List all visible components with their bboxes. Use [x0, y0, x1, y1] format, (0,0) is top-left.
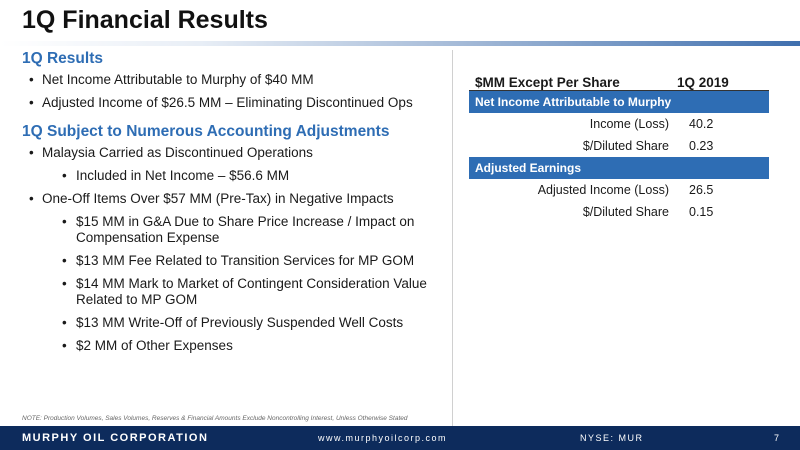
- row-label: Income (Loss): [589, 117, 669, 131]
- row-value: 40.2: [689, 117, 714, 131]
- financial-summary-table: $MM Except Per Share 1Q 2019 Net Income …: [469, 68, 769, 223]
- group-band-net-income: Net Income Attributable to Murphy: [469, 91, 769, 113]
- page-number: 7: [774, 433, 780, 443]
- bullet-item: Adjusted Income of $26.5 MM – Eliminatin…: [22, 95, 452, 111]
- title-underline: [0, 41, 800, 46]
- website-url: www.murphyoilcorp.com: [318, 433, 448, 443]
- table-row: $/Diluted Share 0.15: [469, 201, 769, 223]
- footer-bar: MURPHY OIL CORPORATION www.murphyoilcorp…: [0, 426, 800, 450]
- table-header: $MM Except Per Share 1Q 2019: [469, 68, 769, 91]
- footnote: NOTE: Production Volumes, Sales Volumes,…: [22, 415, 408, 422]
- row-label: Adjusted Income (Loss): [537, 183, 669, 197]
- row-value: 26.5: [689, 183, 714, 197]
- header-units: $MM Except Per Share: [475, 75, 620, 90]
- row-label: $/Diluted Share: [582, 205, 669, 219]
- group-band-adjusted-earnings: Adjusted Earnings: [469, 157, 769, 179]
- row-value: 0.15: [689, 205, 714, 219]
- stock-ticker: NYSE: MUR: [580, 433, 644, 443]
- sub-bullet-item: $15 MM in G&A Due to Share Price Increas…: [22, 214, 452, 246]
- sub-bullet-item: $14 MM Mark to Market of Contingent Cons…: [22, 276, 452, 308]
- table-row: Adjusted Income (Loss) 26.5: [469, 179, 769, 201]
- bullet-item: Malaysia Carried as Discontinued Operati…: [22, 145, 452, 161]
- section-heading-adjustments: 1Q Subject to Numerous Accounting Adjust…: [22, 123, 390, 140]
- sub-bullet-item: Included in Net Income – $56.6 MM: [22, 168, 452, 184]
- sub-bullet-item: $13 MM Write-Off of Previously Suspended…: [22, 315, 452, 331]
- company-name: MURPHY OIL CORPORATION: [22, 432, 209, 444]
- table-row: Income (Loss) 40.2: [469, 113, 769, 135]
- page-title: 1Q Financial Results: [22, 6, 268, 34]
- sub-bullet-item: $13 MM Fee Related to Transition Service…: [22, 253, 452, 269]
- row-value: 0.23: [689, 139, 714, 153]
- bullet-item: One-Off Items Over $57 MM (Pre-Tax) in N…: [22, 191, 452, 207]
- bullet-item: Net Income Attributable to Murphy of $40…: [22, 72, 452, 88]
- section-heading-1q-results: 1Q Results: [22, 50, 103, 67]
- sub-bullet-item: $2 MM of Other Expenses: [22, 338, 452, 354]
- results-text-panel: 1Q Results Net Income Attributable to Mu…: [22, 50, 452, 361]
- header-period: 1Q 2019: [677, 75, 729, 90]
- row-label: $/Diluted Share: [582, 139, 669, 153]
- table-row: $/Diluted Share 0.23: [469, 135, 769, 157]
- column-divider: [452, 50, 453, 426]
